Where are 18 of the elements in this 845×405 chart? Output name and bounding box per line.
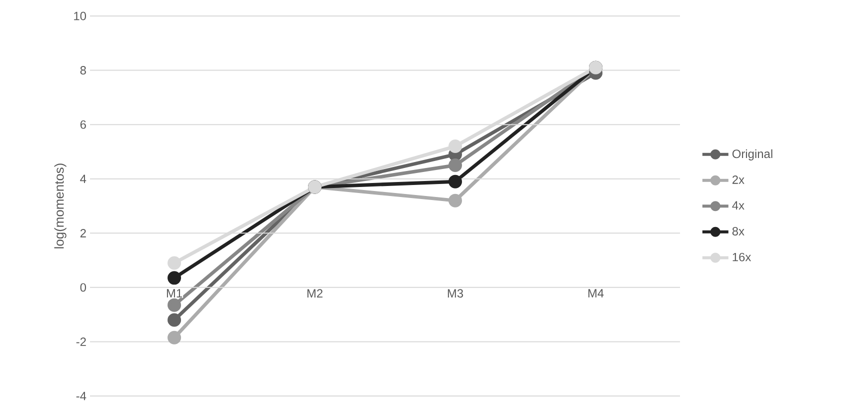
y-tick-label: 4 xyxy=(80,174,86,183)
legend-label: 16x xyxy=(732,252,752,262)
legend-label: 2x xyxy=(732,175,744,184)
legend-label: 4x xyxy=(732,201,744,210)
legend-label: 8x xyxy=(732,227,744,236)
x-tick-label: M1 xyxy=(166,289,182,298)
y-tick-label: 10 xyxy=(74,12,86,20)
y-tick-label: -2 xyxy=(76,338,86,346)
x-tick-label: M3 xyxy=(448,289,464,298)
y-tick-label: 0 xyxy=(80,283,86,292)
y-tick-label: -4 xyxy=(76,392,86,400)
y-tick-label: 2 xyxy=(80,228,86,238)
x-tick-label: M4 xyxy=(588,289,604,298)
legend-label: Original xyxy=(732,149,772,160)
y-axis-title: log(momentos) xyxy=(54,164,66,248)
x-tick-label: M2 xyxy=(307,289,322,298)
y-tick-label: 8 xyxy=(80,66,86,75)
y-tick-label: 6 xyxy=(80,120,86,129)
